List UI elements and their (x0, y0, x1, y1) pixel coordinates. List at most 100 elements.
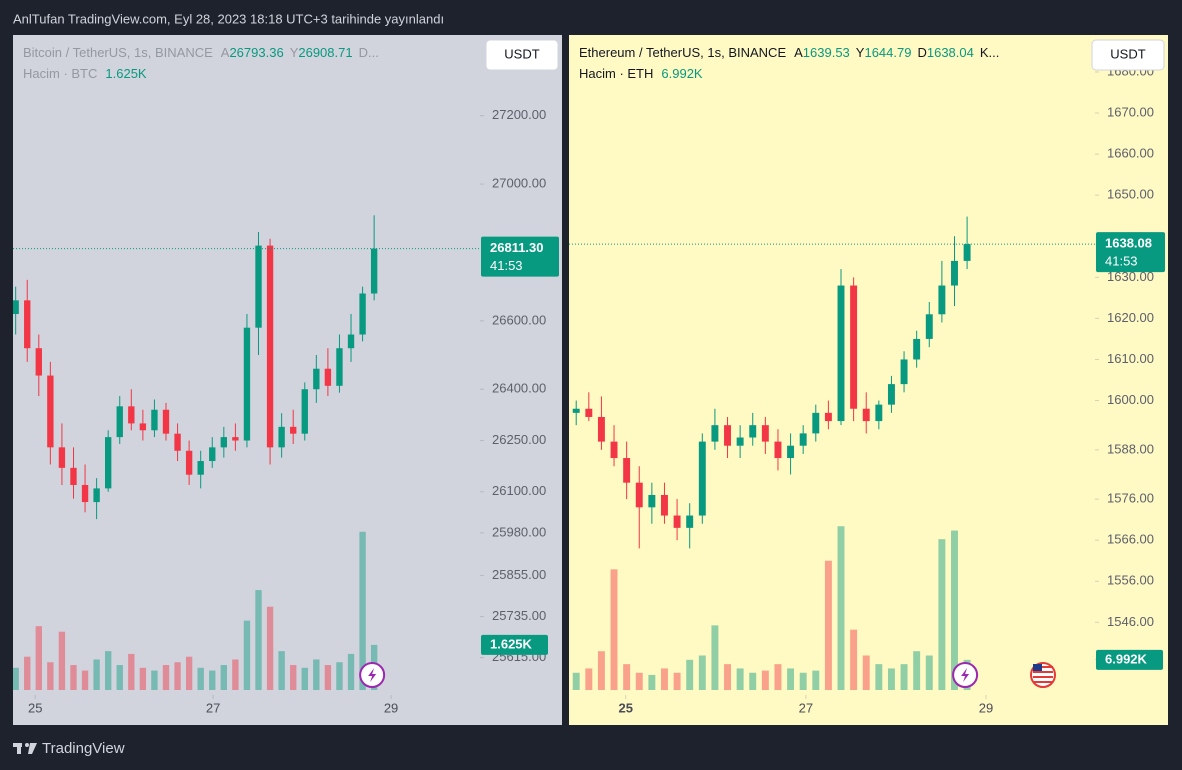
y-tick-label: 1600.00 (1107, 392, 1154, 407)
candle-body (610, 441, 618, 459)
volume-bar (913, 651, 921, 690)
volume-bar (359, 531, 366, 690)
currency-button[interactable] (1091, 39, 1165, 71)
candle-body (139, 423, 147, 431)
y-tick-label: 1576.00 (1107, 491, 1154, 506)
volume-bar (862, 655, 870, 690)
candle-body (597, 416, 605, 442)
candle-body (313, 368, 320, 390)
volume-bar (938, 539, 946, 690)
volume-bar (104, 651, 112, 690)
candle-body (938, 285, 946, 315)
legend-symbol: Bitcoin / TetherUS, 1s, BINANCE (23, 45, 213, 60)
currency-label[interactable]: USDT (504, 46, 539, 61)
candle-body (724, 425, 731, 446)
candle-body (370, 248, 378, 294)
legend: Ethereum / TetherUS, 1s, BINANCE A1639.53… (579, 45, 999, 60)
volume-bar (572, 672, 580, 690)
volume-legend-value: 6.992K (661, 66, 703, 81)
candle-body (209, 447, 216, 462)
currency-label[interactable]: USDT (1110, 46, 1145, 61)
candle-body (13, 300, 19, 315)
candle-body (648, 495, 656, 508)
x-tick-label: 29 (384, 700, 398, 715)
plot-area (13, 215, 378, 690)
candle-body (197, 461, 204, 475)
candle-body (47, 375, 54, 448)
candle-body (232, 437, 239, 441)
candle-body (220, 437, 227, 448)
y-tick-label: 26250.00 (492, 432, 546, 447)
candle-body (661, 495, 668, 516)
candle-body (824, 412, 832, 422)
legend-key: A (221, 45, 230, 60)
volume-bar (799, 672, 807, 690)
y-tick-label: 1650.00 (1107, 187, 1154, 202)
volume-bar (787, 668, 795, 690)
legend-key: D... (359, 45, 379, 60)
volume-bar (749, 672, 757, 690)
currency-button[interactable] (485, 39, 559, 71)
volume-legend-value: 1.625K (105, 66, 147, 81)
y-tick-label: 26100.00 (492, 483, 546, 498)
y-tick-label: 1670.00 (1107, 104, 1154, 119)
candle-body (266, 245, 274, 448)
volume-bar (197, 667, 204, 690)
candle-body (686, 515, 694, 528)
event-icon-bolt (368, 668, 377, 682)
candle-body (128, 406, 135, 424)
legend-key: D (917, 45, 926, 60)
y-tick-label: 1588.00 (1107, 441, 1154, 456)
chart-panel (569, 35, 1168, 725)
candle-body (635, 482, 643, 508)
y-tick-label: 27000.00 (492, 176, 546, 191)
volume-bar (887, 668, 895, 690)
candle-body (862, 408, 870, 422)
volume-bar (185, 656, 193, 690)
x-tick-label: 25 (619, 700, 633, 715)
volume-bar (93, 659, 100, 690)
candle-body (70, 467, 77, 485)
y-tick-label: 26400.00 (492, 381, 546, 396)
y-tick-label: 1620.00 (1107, 310, 1154, 325)
candle-body (162, 409, 170, 434)
candle-body (185, 450, 193, 475)
y-tick-label: 25855.00 (492, 567, 546, 582)
candle-body (301, 389, 308, 434)
candle-body (585, 408, 593, 417)
countdown-label: 41:53 (490, 258, 523, 273)
candle-body (698, 441, 706, 516)
candle-body (761, 425, 769, 442)
volume-legend: Hacim · ETH 6.992K (579, 66, 703, 81)
candle-body (359, 293, 366, 335)
header-title: AnlTufan TradingView.com, Eyl 28, 2023 1… (13, 11, 444, 26)
candle-body (24, 300, 31, 349)
legend-key: Y (290, 45, 299, 60)
candle-body (93, 488, 100, 503)
candle-body (774, 441, 782, 459)
volume-legend-name: Hacim · ETH (579, 66, 653, 81)
candle-body (875, 404, 883, 422)
candle-body (749, 425, 757, 438)
y-tick-label: 1610.00 (1107, 351, 1154, 366)
volume-bar (151, 670, 158, 690)
volume-bar (597, 651, 605, 690)
volume-bar (243, 620, 251, 690)
candle-body (850, 285, 858, 409)
legend: Bitcoin / TetherUS, 1s, BINANCE A26793.36… (23, 45, 379, 60)
candle-body (324, 368, 332, 386)
candle-body (278, 426, 285, 448)
volume-bar (661, 668, 668, 690)
candle-body (290, 426, 297, 434)
candle-body (736, 437, 744, 446)
volume-bar (290, 665, 297, 690)
volume-bar (837, 526, 845, 690)
candle-body (787, 445, 795, 459)
legend-symbol: Ethereum / TetherUS, 1s, BINANCE (579, 45, 786, 60)
volume-bar (324, 665, 332, 690)
volume-bar (13, 667, 19, 690)
candle-body (116, 406, 123, 438)
legend-key: K... (980, 45, 1000, 60)
volume-bar (70, 665, 77, 690)
